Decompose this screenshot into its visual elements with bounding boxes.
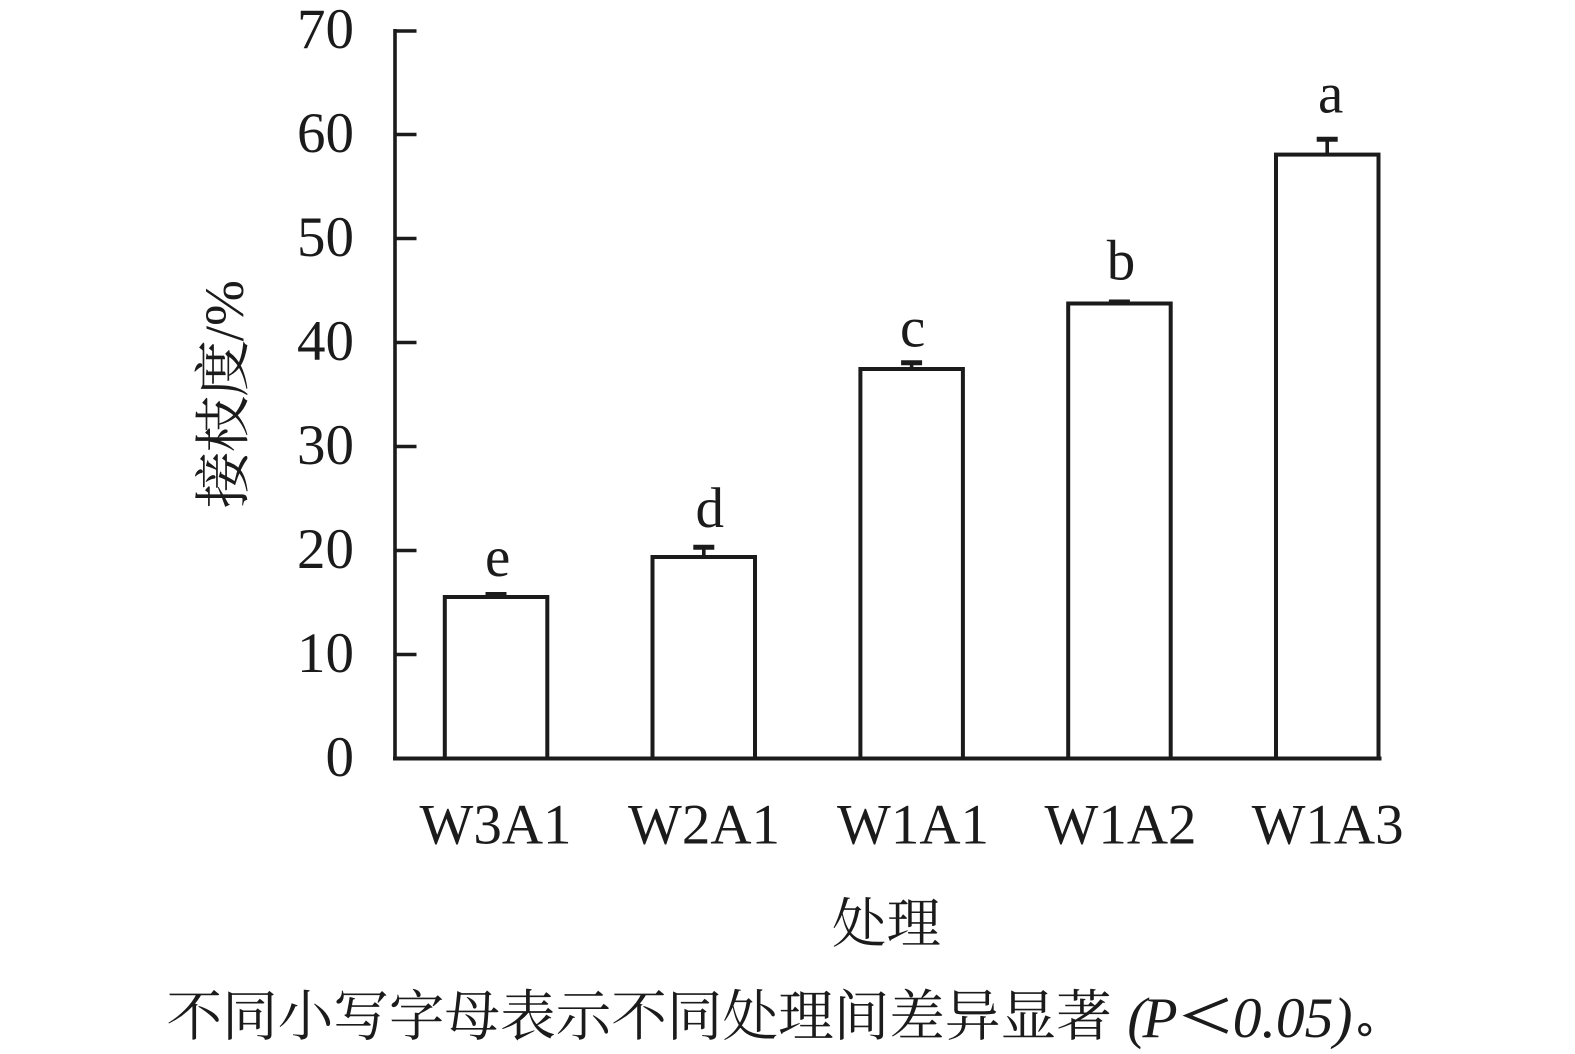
svg-text:P: P: [1142, 987, 1178, 1050]
svg-text:30: 30: [297, 414, 354, 477]
svg-text:d: d: [696, 477, 725, 540]
svg-text:0.05): 0.05): [1233, 987, 1353, 1050]
svg-text:b: b: [1107, 230, 1136, 293]
svg-text:10: 10: [297, 622, 354, 685]
svg-text:c: c: [900, 297, 925, 360]
svg-text:60: 60: [297, 102, 354, 165]
svg-text:/%: /%: [194, 280, 255, 341]
svg-text:W3A1: W3A1: [420, 794, 572, 857]
svg-text:a: a: [1318, 63, 1343, 126]
svg-text:70: 70: [297, 0, 354, 61]
svg-text:20: 20: [297, 518, 354, 581]
svg-text:40: 40: [297, 310, 354, 373]
svg-text:W2A1: W2A1: [628, 794, 780, 857]
svg-text:50: 50: [297, 206, 354, 269]
svg-text:W1A1: W1A1: [837, 794, 989, 857]
svg-text:0: 0: [326, 726, 355, 789]
svg-text:W1A3: W1A3: [1252, 794, 1404, 857]
svg-text:W1A2: W1A2: [1045, 794, 1197, 857]
svg-text:(: (: [1127, 987, 1150, 1050]
svg-text:e: e: [485, 526, 510, 589]
